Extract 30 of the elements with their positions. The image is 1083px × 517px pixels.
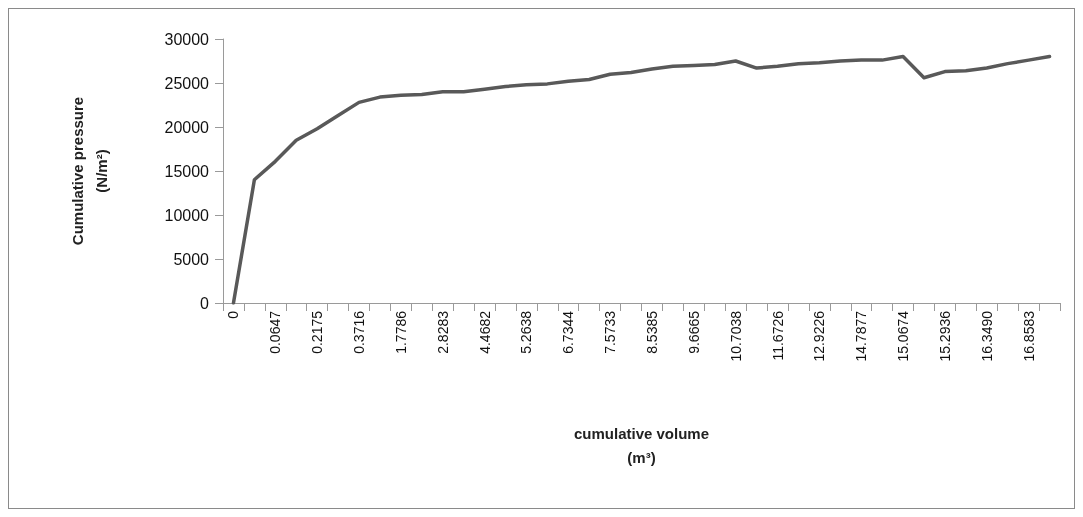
x-tick-label: 2.8283 <box>434 310 451 354</box>
x-tick-label: 6.7344 <box>560 310 577 354</box>
x-axis-title: cumulative volume (m³) <box>573 424 710 466</box>
x-tick-label: 16.8583 <box>1020 310 1037 362</box>
x-tick-label: 15.2936 <box>936 310 953 362</box>
x-tick-label: 0.0647 <box>267 310 284 354</box>
x-tick-label: 14.7877 <box>853 310 870 362</box>
line-series <box>231 54 1052 305</box>
y-tick-label: 25000 <box>164 74 210 92</box>
x-tick-label: 12.9226 <box>811 310 828 362</box>
x-tick-label: 8.5385 <box>643 310 660 354</box>
x-tick-label: 0 <box>225 310 242 319</box>
y-tick-label: 15000 <box>164 162 210 180</box>
y-tick-label: 10000 <box>164 206 210 224</box>
x-tick-label: 0.2175 <box>309 310 326 354</box>
x-tick-label: 9.6665 <box>685 310 702 354</box>
x-tick-label: 15.0674 <box>895 310 912 362</box>
x-tick-label: 5.2638 <box>518 310 535 354</box>
x-tick-label: 1.7786 <box>392 310 409 354</box>
y-tick-label: 0 <box>200 294 210 312</box>
x-tick-label: 4.4682 <box>476 310 493 354</box>
y-tick-label: 5000 <box>173 250 210 268</box>
x-tick-label: 11.6726 <box>769 310 786 361</box>
y-tick-label: 30000 <box>164 30 210 48</box>
x-tick-label: 16.3490 <box>978 310 995 362</box>
x-tick-label: 7.5733 <box>602 310 619 354</box>
x-tick-label: 0.3716 <box>351 310 368 354</box>
y-axis-title: Cumulative pressure (N/m²) <box>68 96 110 246</box>
x-tick-label: 10.7038 <box>727 310 744 362</box>
y-tick-label: 20000 <box>164 118 210 136</box>
